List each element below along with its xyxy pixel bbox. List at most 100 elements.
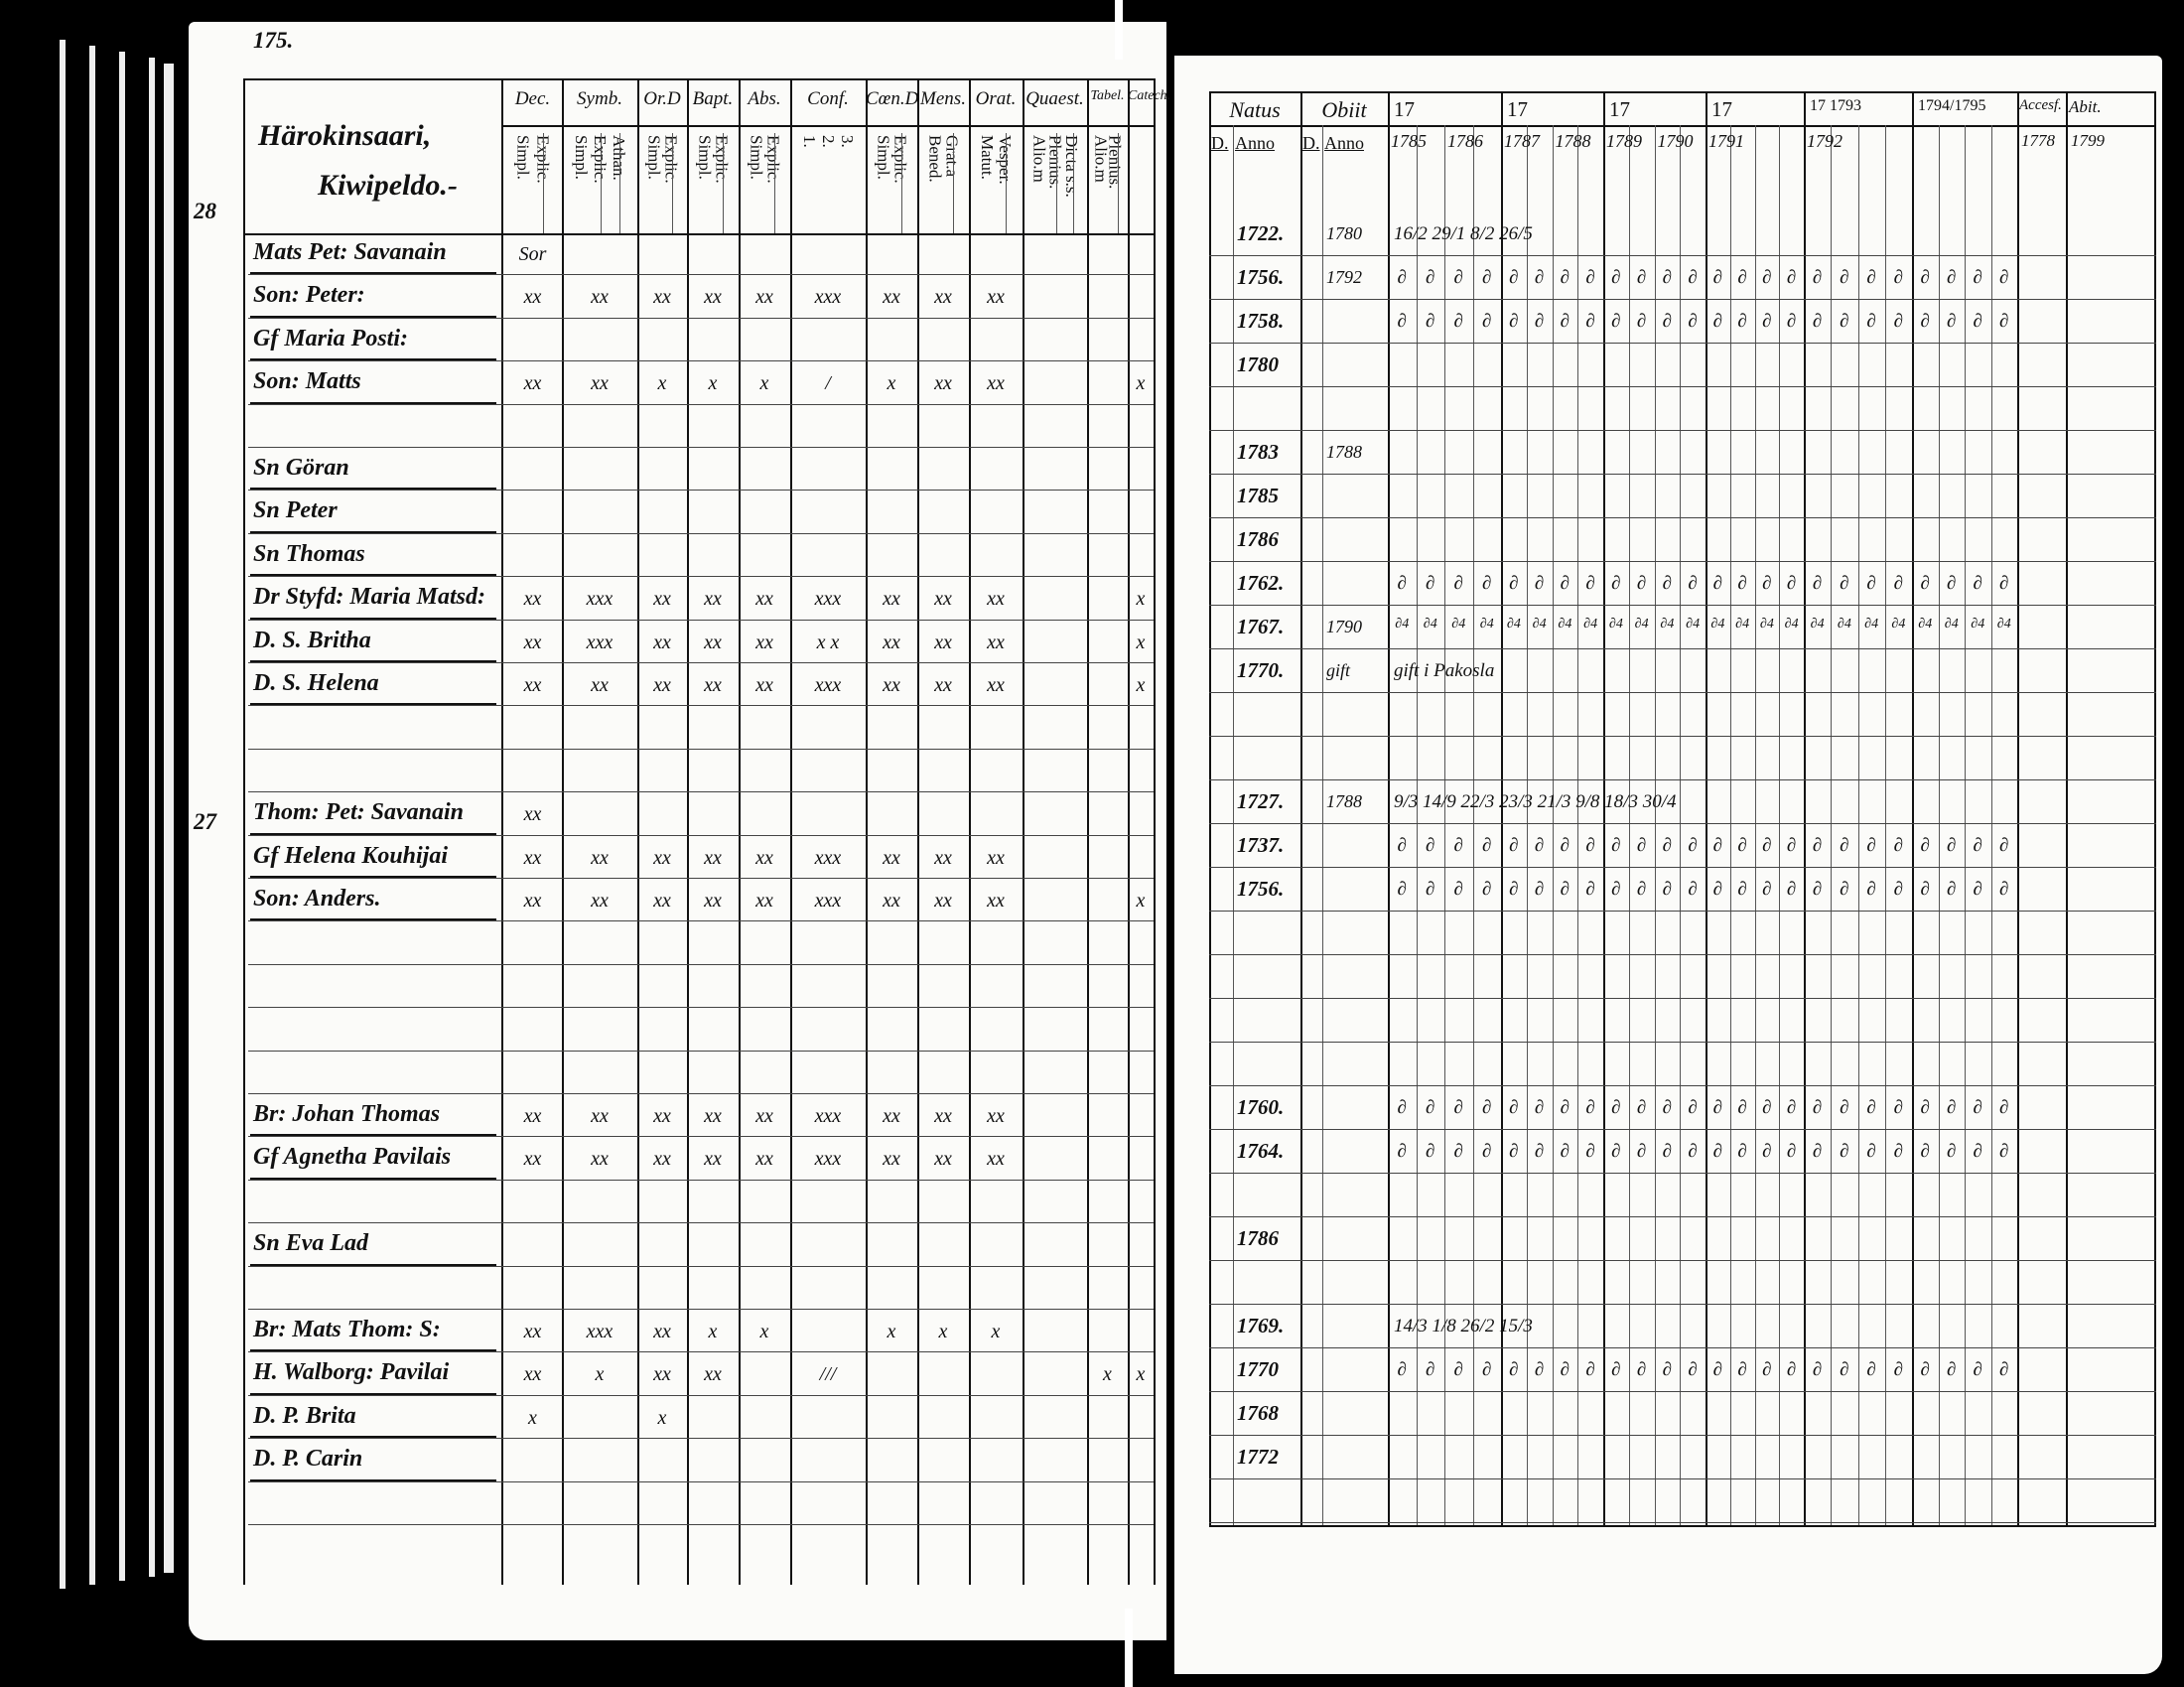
column-subheader: Dicta s.s.: [1061, 135, 1081, 198]
communion-mark: ∂: [1426, 1359, 1435, 1380]
communion-mark: ∂: [1866, 879, 1876, 900]
rule-line: [1209, 605, 2156, 606]
column-header: Bapt.: [692, 88, 734, 109]
communion-mark: ∂: [1636, 311, 1647, 332]
column-line: [243, 78, 245, 1585]
rule-line: [248, 317, 1154, 319]
communion-mark: ∂: [1397, 879, 1407, 900]
communion-mark: ∂4: [1759, 617, 1774, 632]
communion-mark: ∂: [1611, 879, 1621, 900]
communion-mark: ∂: [1534, 573, 1545, 594]
catechism-mark: x: [887, 372, 896, 395]
communion-mark: ∂: [1973, 311, 1982, 332]
communion-mark: ∂: [1812, 311, 1823, 332]
column-header: Abs.: [748, 88, 781, 109]
communion-mark: ∂: [1840, 879, 1849, 900]
column-header: Cœn.D: [866, 88, 919, 109]
column-line: [1628, 125, 1630, 1525]
rule-line: [243, 233, 1154, 235]
communion-mark: ∂: [1812, 573, 1823, 594]
communion-mark: ∂: [1947, 835, 1957, 856]
catechism-mark: xx: [653, 674, 671, 696]
communion-mark: ∂4: [1506, 617, 1521, 632]
catechism-mark: xx: [987, 1105, 1005, 1127]
catechism-mark: x x: [816, 631, 840, 653]
communion-mark: ∂4: [1810, 617, 1825, 632]
date-subheader: D.: [1211, 133, 1229, 153]
column-line: [1322, 125, 1323, 1527]
column-line: [1552, 125, 1554, 1525]
communion-mark: ∂: [1611, 835, 1621, 856]
column-line: [1884, 125, 1886, 1525]
column-line: [901, 133, 902, 233]
communion-mark: ∂4: [1944, 617, 1959, 632]
column-subheader: Grat.a: [942, 135, 962, 178]
communion-mark: ∂: [1585, 1097, 1595, 1118]
communion-mark: ∂: [1482, 835, 1492, 856]
person-name: Son: Peter:: [253, 282, 365, 309]
communion-mark: ∂: [1585, 835, 1595, 856]
communion-mark: ∂: [1762, 879, 1772, 900]
catechism-mark: xx: [523, 890, 542, 912]
rule-line: [1209, 125, 2156, 127]
rule-line: [1209, 343, 2156, 344]
rule-line: [248, 1222, 1154, 1224]
rule-line: [503, 125, 1154, 127]
column-line: [1472, 125, 1474, 1525]
communion-mark: ∂: [1534, 835, 1545, 856]
communion-mark: ∂: [1662, 879, 1673, 900]
communion-mark: ∂: [1947, 879, 1957, 900]
rule-line: [1209, 1391, 2156, 1392]
communion-mark: ∂: [1482, 1141, 1492, 1162]
communion-mark: ∂: [1560, 1141, 1570, 1162]
column-line: [2066, 91, 2068, 1527]
communion-mark: ∂: [1812, 1097, 1823, 1118]
rule-line: [248, 490, 1154, 492]
rule-line: [1209, 1347, 2156, 1348]
rule-line: [248, 963, 1154, 965]
column-subheader: Alio.m: [1091, 135, 1111, 183]
communion-mark: ∂4: [1784, 617, 1799, 632]
communion-mark: ∂: [1786, 573, 1797, 594]
communion-mark: ∂: [1636, 1359, 1647, 1380]
page-edge: [89, 46, 95, 1585]
communion-mark: ∂: [1812, 1141, 1823, 1162]
communion-mark: ∂: [1560, 267, 1570, 288]
catechism-mark: xx: [704, 890, 722, 912]
birth-year: 1737.: [1237, 833, 1285, 857]
catechism-mark: xx: [883, 631, 900, 653]
catechism-mark: xx: [523, 803, 542, 826]
person-name: Sn Thomas: [253, 540, 365, 567]
communion-mark: ∂: [1893, 311, 1904, 332]
rule-line: [248, 878, 1154, 879]
communion-mark: ∂: [1509, 879, 1519, 900]
catechism-mark: xxx: [814, 846, 842, 869]
person-name: Mats Pet: Savanain: [253, 239, 447, 265]
communion-mark: ∂: [1688, 879, 1698, 900]
person-name: Sn Eva Lad: [253, 1230, 369, 1257]
communion-mark: ∂: [1688, 1097, 1698, 1118]
column-line: [1779, 125, 1781, 1525]
column-subheader: Simpl.: [513, 135, 533, 180]
communion-mark: ∂4: [1634, 617, 1649, 632]
communion-mark: ∂: [1426, 1097, 1435, 1118]
page-edge: [149, 58, 155, 1577]
column-line: [1990, 125, 1992, 1525]
rule-line: [1209, 255, 2156, 256]
communion-mark: ∂: [1509, 1097, 1519, 1118]
column-line: [562, 78, 564, 1585]
column-line: [1006, 133, 1007, 233]
rule-line: [248, 1265, 1154, 1267]
birth-year: 1722.: [1237, 221, 1285, 245]
communion-mark: ∂: [1737, 879, 1747, 900]
person-name: H. Walborg: Pavilai: [253, 1359, 450, 1386]
communion-mark: ∂: [1611, 573, 1621, 594]
communion-mark: ∂: [1560, 311, 1570, 332]
catechism-mark: xx: [704, 846, 722, 869]
right-page: [1174, 56, 2162, 1674]
communion-mark: ∂: [1920, 1359, 1930, 1380]
communion-mark: ∂4: [1971, 617, 1985, 632]
column-line: [1501, 91, 1503, 1527]
column-line: [1117, 133, 1119, 233]
communion-mark: ∂: [1509, 267, 1519, 288]
